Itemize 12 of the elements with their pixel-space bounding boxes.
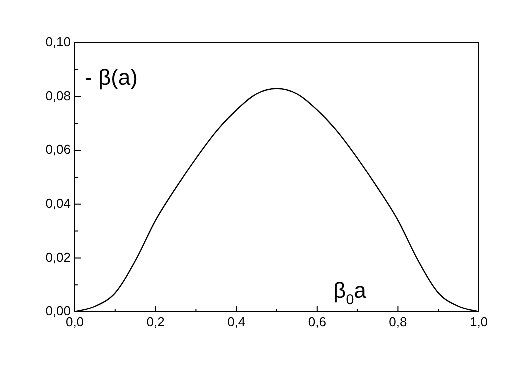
y-tick-label: 0,02 bbox=[46, 250, 71, 265]
x-tick-label: 1,0 bbox=[470, 314, 488, 330]
y-tick-label: 0,06 bbox=[46, 142, 71, 158]
x-tick-label: 0,8 bbox=[389, 314, 408, 330]
y-tick-label: 0,04 bbox=[46, 196, 71, 211]
x-tick-label: 0,4 bbox=[228, 314, 246, 330]
x-tick-label: 0,6 bbox=[308, 314, 326, 330]
y-axis-title: - β(a) bbox=[85, 65, 138, 90]
y-tick-label: 0,10 bbox=[46, 34, 71, 50]
y-tick-label: 0,00 bbox=[46, 304, 71, 319]
y-tick-label: 0,08 bbox=[46, 88, 71, 104]
x-tick-label: 0,2 bbox=[146, 314, 165, 330]
